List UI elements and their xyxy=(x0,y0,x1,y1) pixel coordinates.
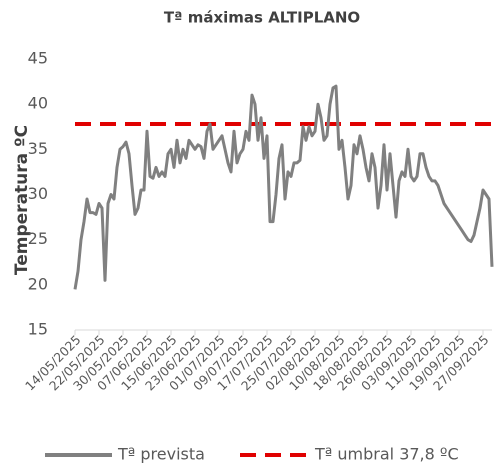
y-tick-label: 20 xyxy=(28,274,48,293)
y-tick-label: 30 xyxy=(28,184,48,203)
legend-label: Tª umbral 37,8 ºC xyxy=(314,445,459,464)
y-axis-label: Temperatura ºC xyxy=(12,125,32,275)
y-tick-label: 45 xyxy=(28,49,48,68)
legend-label: Tª prevista xyxy=(117,445,205,464)
y-tick-label: 15 xyxy=(28,320,48,339)
y-tick-label: 25 xyxy=(28,229,48,248)
y-tick-label: 35 xyxy=(28,139,48,158)
chart-title: Tª máximas ALTIPLANO xyxy=(164,9,360,27)
y-tick-label: 40 xyxy=(28,94,48,113)
line-series xyxy=(73,84,494,290)
